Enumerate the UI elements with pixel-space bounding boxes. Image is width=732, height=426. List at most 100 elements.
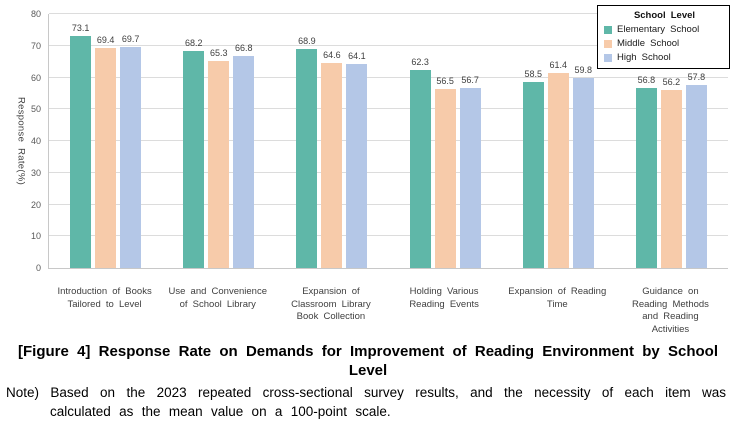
- category-label-line: Holding Various: [409, 286, 479, 297]
- category-label-line: Guidance on: [642, 286, 699, 297]
- bar-value-label: 69.4: [96, 34, 115, 45]
- bar-group: 58.5 61.4 59.8: [502, 60, 615, 268]
- category-label-line: Use and Convenience: [168, 286, 267, 297]
- category-label-line: Reading Events: [409, 298, 479, 310]
- bar-value-label: 58.5: [524, 69, 542, 80]
- bar-middle-school: 56.5: [434, 76, 456, 268]
- category-label-line: of School Library: [179, 298, 256, 310]
- legend-title: School Level: [633, 10, 696, 21]
- bar-value-label: 69.7: [121, 33, 140, 44]
- bar-value-label: 66.8: [234, 42, 253, 53]
- legend-item-elementary: Elementary School: [604, 24, 725, 35]
- figure-caption: [Figure 4] Response Rate on Demands for …: [0, 343, 732, 380]
- bar-value-label: 73.1: [71, 22, 90, 33]
- bar-value-label: 59.8: [574, 65, 592, 76]
- gridline: [49, 235, 728, 237]
- bar-value-label: 68.9: [298, 36, 316, 47]
- bar-elementary-school: 58.5: [522, 69, 544, 268]
- bar-value-label: 56.5: [436, 75, 454, 86]
- figure-note: Note) Based on the 2023 repeated cross-s…: [0, 383, 732, 421]
- bar-middle-school: 64.6: [321, 50, 343, 268]
- category-label-line: Book Collection: [296, 311, 366, 322]
- category-label-line: and Reading: [642, 311, 699, 322]
- bar-elementary-school: 62.3: [409, 57, 431, 268]
- bar-high-school: 66.8: [233, 43, 255, 268]
- y-tick-label: 60: [30, 72, 41, 83]
- middle-school-swatch-icon: [604, 39, 612, 48]
- gridline: [49, 140, 728, 141]
- bar-high-school: 64.1: [346, 51, 368, 268]
- category-label: Holding Various Reading Events: [388, 286, 501, 336]
- legend-label: Elementary School: [617, 24, 700, 35]
- legend: School Level Elementary School Middle Sc…: [597, 5, 730, 69]
- bar-value-label: 56.2: [662, 76, 681, 87]
- gridline: [49, 44, 728, 46]
- category-label-line: Expansion of Reading: [508, 286, 607, 297]
- bar-value-label: 57.8: [687, 71, 706, 82]
- y-tick-label: 0: [35, 263, 41, 273]
- bar-group: 62.3 56.5 56.7: [389, 57, 502, 268]
- category-label: Expansion of Reading Time: [501, 286, 614, 336]
- y-tick-label: 70: [30, 40, 41, 51]
- gridline: [49, 13, 728, 14]
- bar-value-label: 56.8: [637, 74, 656, 85]
- gridline: [49, 76, 728, 78]
- y-tick-label: 50: [30, 104, 41, 115]
- bar-group: 68.2 65.3 66.8: [162, 38, 275, 268]
- plot-area: 73.1 69.4 69.7 68.2 65.3 66.8 68.9 64.6 64.1 62.3…: [48, 13, 728, 269]
- category-label-line: Expansion of: [302, 286, 360, 297]
- category-label: Guidance on Reading Methods and Reading Act…: [614, 286, 727, 336]
- bar-middle-school: 56.2: [660, 77, 682, 268]
- legend-item-middle: Middle School: [604, 38, 725, 49]
- bar-elementary-school: 56.8: [635, 75, 657, 268]
- bar-high-school: 56.7: [459, 75, 481, 268]
- gridline: [49, 203, 728, 205]
- note-line: calculated as the mean value on a 100-po…: [50, 404, 391, 419]
- bar-group: 68.9 64.6 64.1: [275, 36, 388, 268]
- bar-value-label: 56.7: [461, 74, 479, 85]
- caption-line: Level: [348, 361, 388, 379]
- bar-elementary-school: 68.2: [183, 38, 205, 268]
- y-tick-label: 30: [30, 167, 41, 178]
- bar-middle-school: 61.4: [547, 60, 569, 268]
- category-label: Introduction of Books Tailored to Level: [48, 286, 161, 336]
- legend-label: Middle School: [617, 38, 680, 49]
- bar-group: 56.8 56.2 57.8: [615, 72, 728, 268]
- bar-high-school: 69.7: [120, 34, 142, 268]
- note-line: Note) Based on the 2023 repeated cross-s…: [6, 385, 726, 400]
- category-label-line: Activities: [651, 323, 690, 335]
- category-label-line: Classroom Library: [291, 298, 371, 310]
- legend-label: High School: [617, 52, 671, 63]
- category-label-line: Reading Methods: [631, 298, 709, 310]
- bar-middle-school: 65.3: [208, 48, 230, 268]
- category-label-line: Introduction of Books: [57, 286, 152, 297]
- y-tick-label: 20: [30, 199, 41, 210]
- gridline: [49, 108, 728, 110]
- bar-value-label: 64.6: [323, 49, 341, 60]
- bar-high-school: 59.8: [572, 65, 594, 268]
- category-label-line: Time: [546, 298, 568, 310]
- category-label-line: Tailored to Level: [67, 298, 142, 310]
- legend-item-high: High School: [604, 52, 725, 63]
- bar-group: 73.1 69.4 69.7: [49, 23, 162, 268]
- bar-value-label: 62.3: [411, 57, 429, 68]
- bar-high-school: 57.8: [685, 72, 707, 268]
- category-label: Expansion of Classroom Library Book Collec…: [274, 286, 387, 336]
- gridline: [49, 171, 728, 173]
- bar-value-label: 68.2: [184, 38, 203, 49]
- bar-chart: Response Rate(%) 73.1 69.4 69.7 68.2 65.3 66.…: [15, 5, 730, 336]
- bar-value-label: 65.3: [209, 47, 228, 58]
- elementary-school-swatch-icon: [604, 25, 612, 34]
- category-label: Use and Convenience of School Library: [161, 286, 274, 336]
- bar-value-label: 64.1: [348, 51, 366, 62]
- y-tick-label: 40: [30, 136, 41, 146]
- caption-line: [Figure 4] Response Rate on Demands for …: [18, 343, 718, 360]
- y-tick-label: 80: [30, 9, 41, 19]
- high-school-swatch-icon: [604, 53, 612, 62]
- x-axis-labels: Introduction of Books Tailored to Level Us…: [48, 286, 727, 336]
- bar-elementary-school: 73.1: [70, 23, 92, 268]
- bar-middle-school: 69.4: [95, 35, 117, 268]
- bar-elementary-school: 68.9: [296, 36, 318, 268]
- y-tick-label: 10: [30, 231, 41, 242]
